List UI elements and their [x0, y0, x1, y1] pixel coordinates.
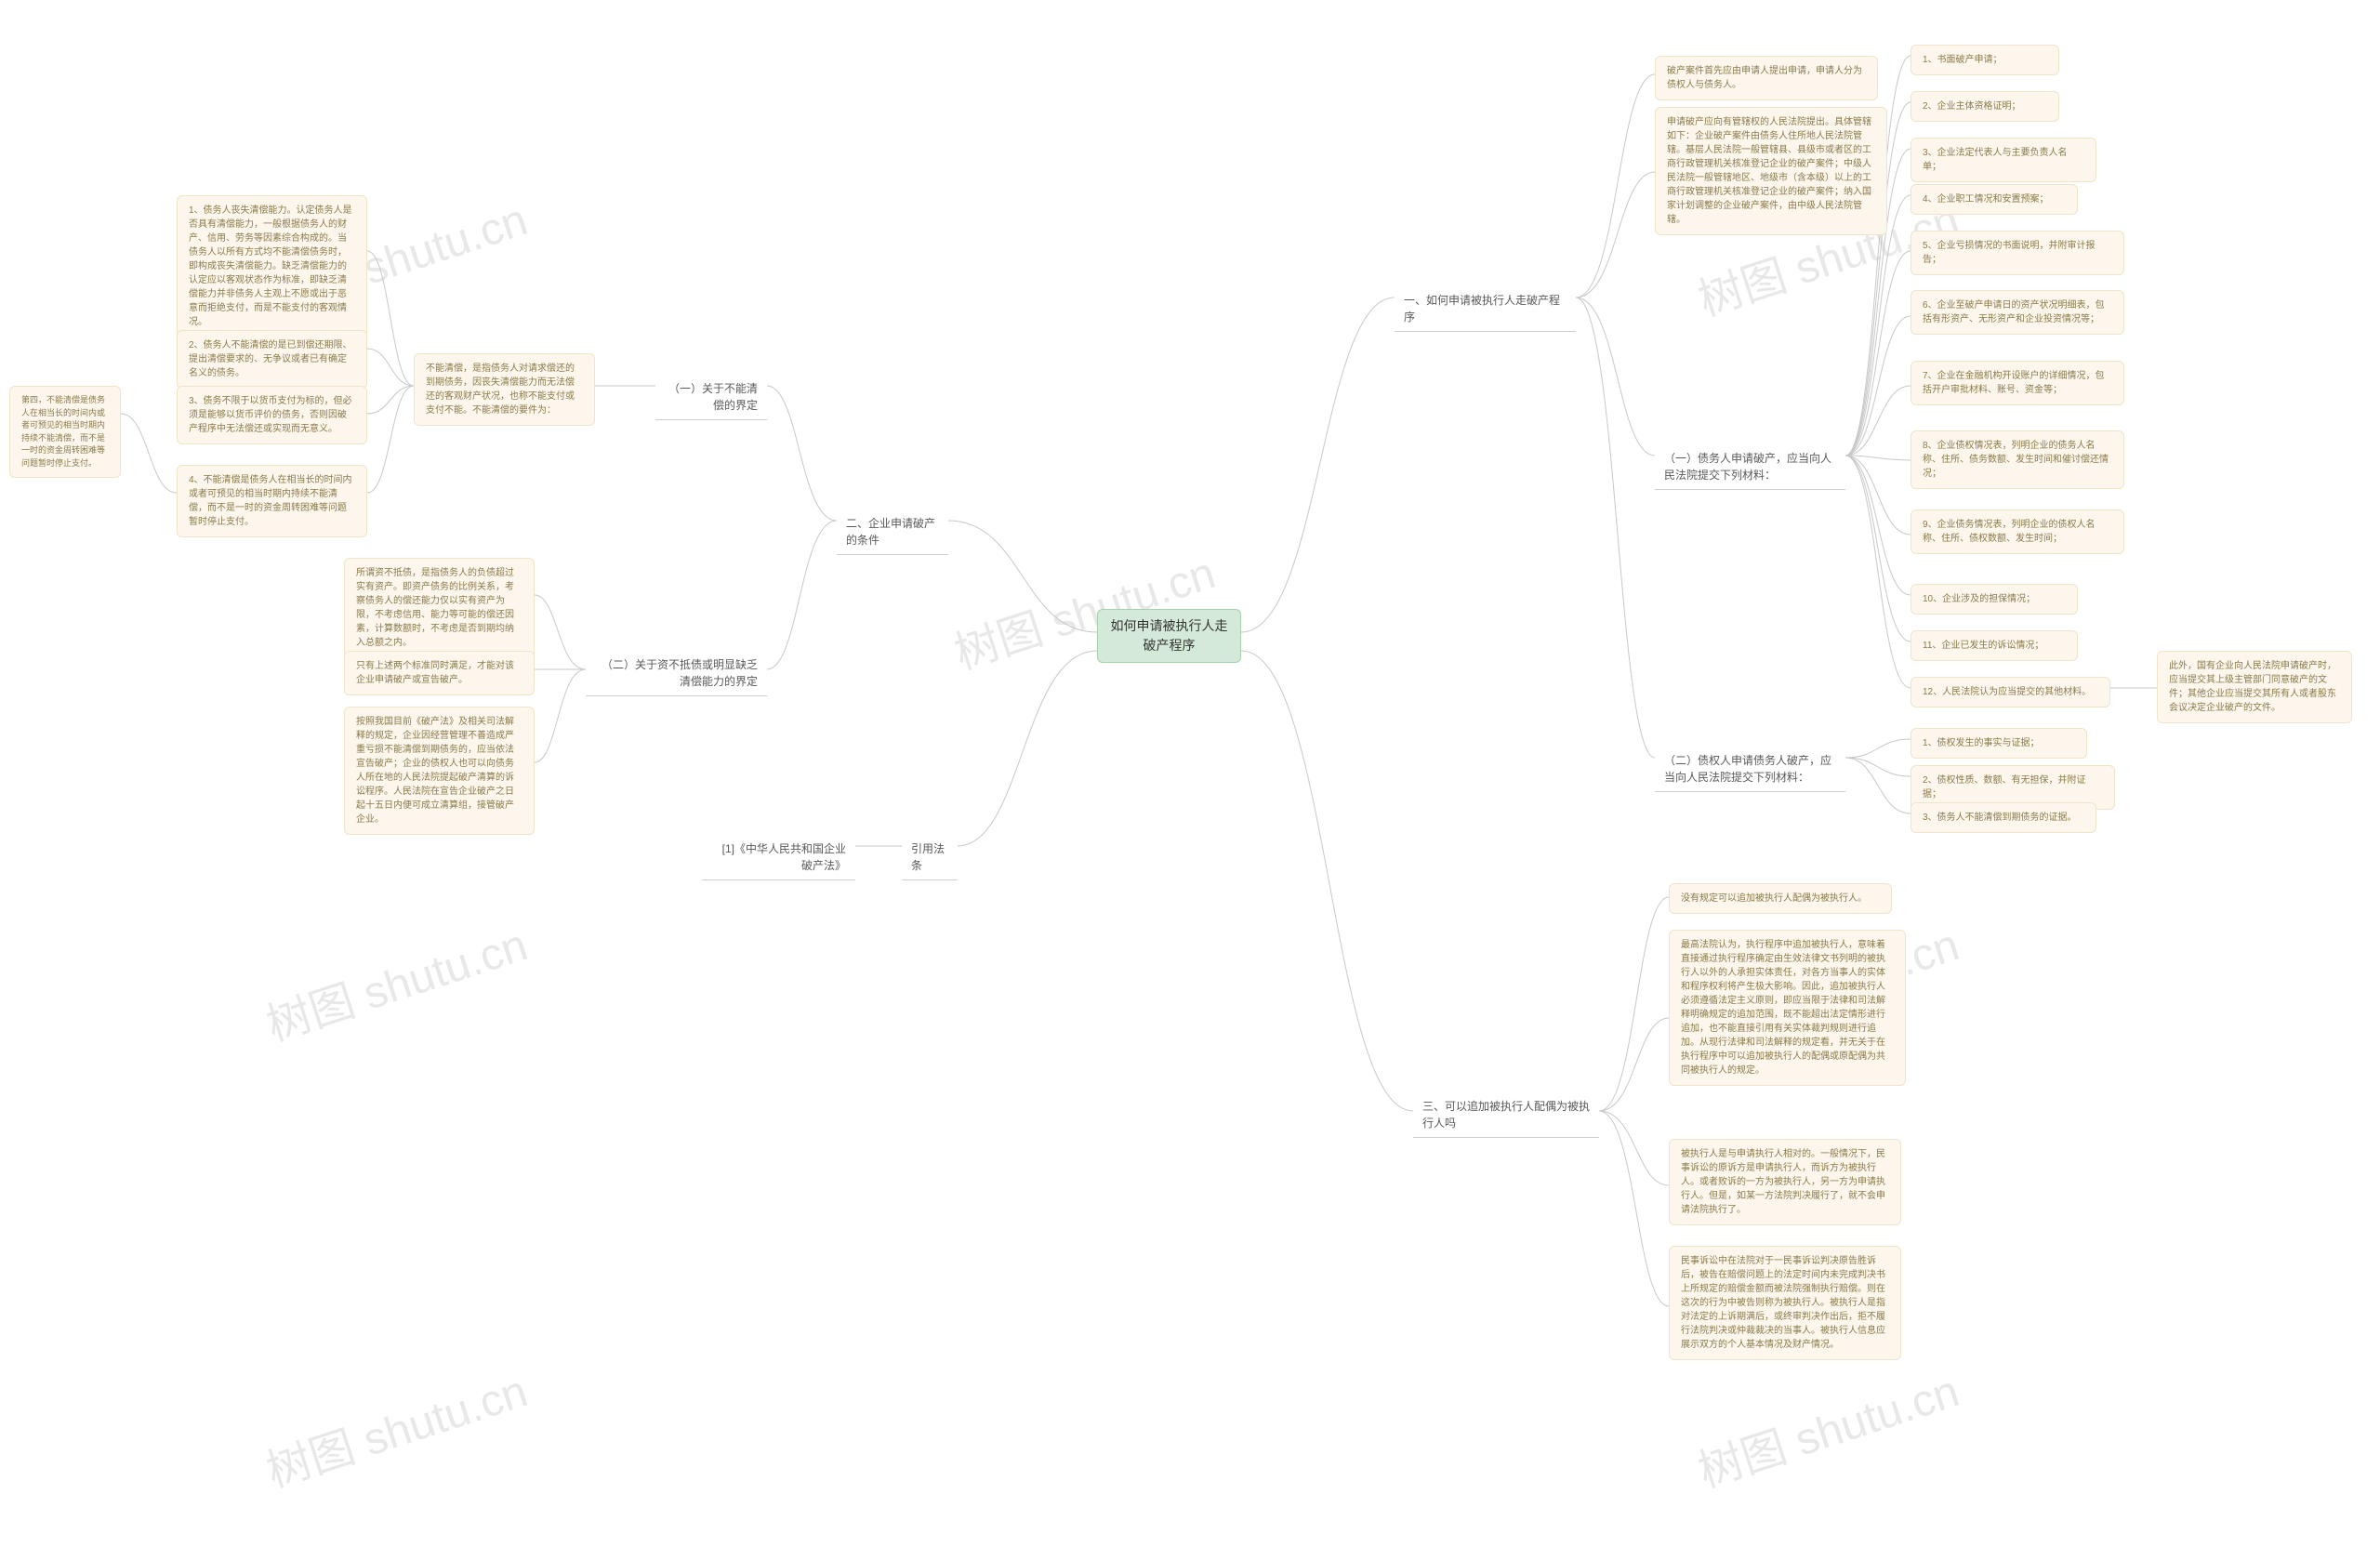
b1-s1-i6[interactable]: 6、企业至破产申请日的资产状况明细表，包括有形资产、无形资产和企业投资情况等； [1911, 290, 2124, 335]
b1-s2-i3[interactable]: 3、债务人不能清偿到期债务的证据。 [1911, 802, 2096, 833]
b3-n2[interactable]: 最高法院认为，执行程序中追加被执行人，意味着直接通过执行程序确定由生效法律文书列… [1669, 930, 1906, 1086]
branch-2[interactable]: 二、企业申请破产的条件 [837, 509, 948, 555]
b2-s1[interactable]: （一）关于不能清偿的界定 [655, 375, 767, 420]
b3-n3[interactable]: 被执行人是与申请执行人相对的。一般情况下，民事诉讼的原诉方是申请执行人，而诉方为… [1669, 1139, 1901, 1225]
b1-s2[interactable]: （二）债权人申请债务人破产，应当向人民法院提交下列材料： [1655, 747, 1845, 792]
mindmap-canvas: 树图 shutu.cn 树图 shutu.cn 树图 shutu.cn 树图 s… [0, 0, 2380, 1547]
b1-s1-i8[interactable]: 8、企业债权情况表，列明企业的债务人名称、住所、债务数额、发生时间和催讨偿还情况… [1911, 430, 2124, 489]
b1-n1[interactable]: 破产案件首先应由申请人提出申请，申请人分为债权人与债务人。 [1655, 56, 1878, 100]
b1-s1-i5[interactable]: 5、企业亏损情况的书面说明，并附审计报告； [1911, 231, 2124, 275]
b3-n1[interactable]: 没有规定可以追加被执行人配偶为被执行人。 [1669, 883, 1892, 914]
b1-s1-i12-extra[interactable]: 此外，国有企业向人民法院申请破产时，应当提交其上级主管部门同意破产的文件；其他企… [2157, 651, 2352, 723]
b1-s1-i9[interactable]: 9、企业债务情况表，列明企业的债权人名称、住所、债权数额、发生时间； [1911, 509, 2124, 554]
b2-s2-i3[interactable]: 按照我国目前《破产法》及相关司法解释的规定，企业因经营管理不善造成严重亏损不能清… [344, 707, 535, 835]
b2-s1-i3[interactable]: 3、债务不限于以货币支付为标的，但必须是能够以货币评价的债务，否则因破产程序中无… [177, 386, 367, 444]
branch-1[interactable]: 一、如何申请被执行人走破产程序 [1395, 286, 1576, 332]
b2-s1-i1[interactable]: 1、债务人丧失清偿能力。认定债务人是否具有清偿能力，一般根据债务人的财产、信用、… [177, 195, 367, 337]
b2-s1-i2[interactable]: 2、债务人不能清偿的是已到偿还期限、提出清偿要求的、无争议或者已有确定名义的债务… [177, 330, 367, 389]
b1-n2[interactable]: 申请破产应向有管辖权的人民法院提出。具体管辖如下：企业破产案件由债务人住所地人民… [1655, 107, 1887, 235]
root-node[interactable]: 如何申请被执行人走破产程序 [1097, 609, 1241, 663]
b2-s2[interactable]: （二）关于资不抵债或明显缺乏清偿能力的界定 [586, 651, 767, 696]
b1-s1-i1[interactable]: 1、书面破产申请； [1911, 45, 2059, 75]
b3-n4[interactable]: 民事诉讼中在法院对于一民事诉讼判决原告胜诉后，被告在赔偿问题上的法定时间内未完成… [1669, 1246, 1901, 1360]
b1-s1-i7[interactable]: 7、企业在金融机构开设账户的详细情况，包括开户审批材料、账号、资金等； [1911, 361, 2124, 405]
watermark: 树图 shutu.cn [1688, 1355, 1965, 1500]
b2-s1-intro[interactable]: 不能清偿，是指债务人对请求偿还的到期债务，因丧失清偿能力而无法偿还的客观财产状况… [414, 353, 595, 426]
b1-s2-i1[interactable]: 1、债权发生的事实与证据； [1911, 728, 2087, 759]
b1-s1-i2[interactable]: 2、企业主体资格证明； [1911, 91, 2059, 122]
b2-s1-i4-extra[interactable]: 第四，不能清偿是债务人在相当长的时间内或者可预见的相当时期内持续不能清偿，而不是… [9, 386, 121, 478]
b2-s2-i2[interactable]: 只有上述两个标准同时满足，才能对该企业申请破产或宣告破产。 [344, 651, 535, 695]
branch-3[interactable]: 三、可以追加被执行人配偶为被执行人吗 [1413, 1092, 1599, 1138]
b1-s1-i12[interactable]: 12、人民法院认为应当提交的其他材料。 [1911, 677, 2110, 707]
b1-s1[interactable]: （一）债务人申请破产，应当向人民法院提交下列材料： [1655, 444, 1845, 490]
branch-4[interactable]: 引用法条 [902, 835, 958, 880]
b2-s2-i1[interactable]: 所谓资不抵债，是指债务人的负债超过实有资产。即资产债务的比例关系，考察债务人的偿… [344, 558, 535, 658]
b4-i1[interactable]: [1]《中华人民共和国企业破产法》 [702, 835, 855, 880]
b1-s1-i11[interactable]: 11、企业已发生的诉讼情况； [1911, 630, 2078, 661]
b2-s1-i4[interactable]: 4、不能清偿是债务人在相当长的时间内或者可预见的相当时期内持续不能清偿，而不是一… [177, 465, 367, 537]
watermark: 树图 shutu.cn [257, 1355, 534, 1500]
b1-s1-i10[interactable]: 10、企业涉及的担保情况； [1911, 584, 2078, 615]
watermark: 树图 shutu.cn [257, 908, 534, 1053]
b1-s1-i4[interactable]: 4、企业职工情况和安置预案； [1911, 184, 2078, 215]
b1-s1-i3[interactable]: 3、企业法定代表人与主要负责人名单； [1911, 138, 2096, 182]
